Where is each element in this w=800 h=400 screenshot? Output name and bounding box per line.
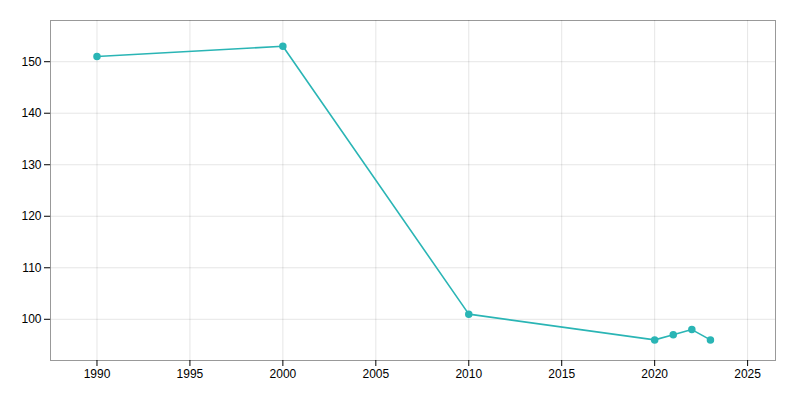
svg-text:150: 150 xyxy=(21,55,41,69)
svg-text:2005: 2005 xyxy=(362,367,389,381)
svg-text:2020: 2020 xyxy=(641,367,668,381)
svg-text:1990: 1990 xyxy=(84,367,111,381)
svg-text:100: 100 xyxy=(21,312,41,326)
svg-text:2015: 2015 xyxy=(548,367,575,381)
svg-text:2025: 2025 xyxy=(734,367,761,381)
svg-text:110: 110 xyxy=(22,261,41,275)
svg-text:120: 120 xyxy=(21,209,41,223)
svg-text:130: 130 xyxy=(21,158,41,172)
svg-text:2000: 2000 xyxy=(270,367,297,381)
svg-text:140: 140 xyxy=(21,106,41,120)
svg-text:2010: 2010 xyxy=(455,367,482,381)
svg-text:1995: 1995 xyxy=(177,367,204,381)
